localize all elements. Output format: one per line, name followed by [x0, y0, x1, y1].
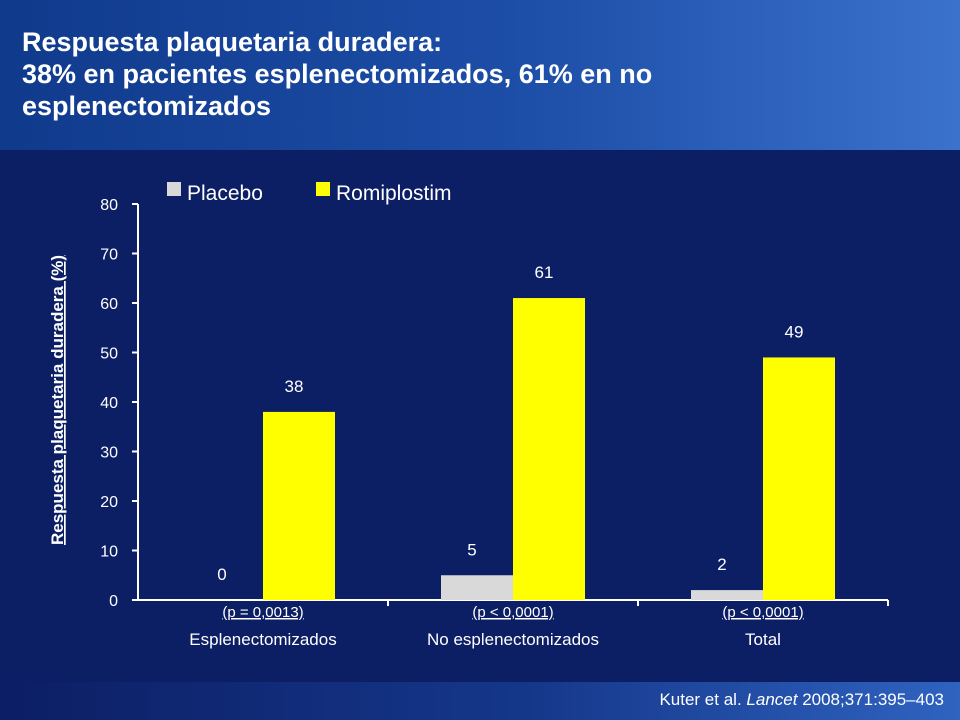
y-tick-label: 70	[100, 247, 118, 264]
bar-placebo	[441, 575, 513, 600]
data-label-placebo: 2	[717, 555, 726, 574]
title-line-2: 38% en pacientes esplenectomizados, 61% …	[22, 59, 653, 89]
data-label-placebo: 0	[217, 565, 226, 584]
title-line-1: Respuesta plaquetaria duradera:	[22, 27, 443, 57]
legend-label-placebo: Placebo	[187, 182, 263, 205]
y-axis-label: Respuesta plaquetaria duradera (%)	[48, 255, 67, 545]
y-tick-label: 80	[100, 197, 118, 214]
data-label-romiplostim: 38	[285, 377, 304, 396]
y-tick-label: 0	[109, 593, 118, 610]
title-line-3: esplenectomizados	[22, 91, 272, 121]
citation-details: 2008;371:395–403	[802, 690, 944, 709]
legend-swatch-romiplostim	[316, 182, 330, 196]
category-label: No esplenectomizados	[427, 630, 599, 649]
bar-chart: Placebo Romiplostim Respuesta plaquetari…	[48, 182, 889, 649]
bar-romiplostim	[513, 298, 585, 600]
legend-label-romiplostim: Romiplostim	[336, 182, 452, 205]
slide-title: Respuesta plaquetaria duradera: 38% en p…	[22, 26, 922, 122]
y-tick-label: 10	[100, 544, 118, 561]
y-tick-label: 40	[100, 395, 118, 412]
p-value-label: (p < 0,0001)	[722, 604, 803, 621]
y-tick-label: 60	[100, 296, 118, 313]
p-value-label: (p = 0,0013)	[222, 604, 303, 621]
p-value-label: (p < 0,0001)	[472, 604, 553, 621]
data-label-placebo: 5	[467, 540, 476, 559]
category-label: Esplenectomizados	[189, 630, 336, 649]
header-band: Respuesta plaquetaria duradera: 38% en p…	[0, 0, 960, 150]
category-label: Total	[745, 630, 781, 649]
bar-placebo	[691, 590, 763, 600]
y-tick-label: 20	[100, 494, 118, 511]
citation-journal: Lancet	[746, 690, 798, 709]
plot-area: 0 10 20 30 40 50 60 70 80 0 38 (p = 0,0013) Esplenec…	[100, 197, 889, 649]
citation-authors: Kuter et al.	[659, 690, 742, 709]
data-label-romiplostim: 49	[785, 322, 804, 341]
y-tick-label: 30	[100, 445, 118, 462]
footer-band: Kuter et al. Lancet 2008;371:395–403	[0, 682, 960, 720]
y-tick-label: 50	[100, 346, 118, 363]
bar-romiplostim	[763, 357, 835, 600]
chart-legend: Placebo Romiplostim	[167, 182, 452, 205]
citation: Kuter et al. Lancet 2008;371:395–403	[659, 690, 944, 710]
bar-romiplostim	[263, 411, 335, 600]
legend-swatch-placebo	[167, 182, 181, 196]
data-label-romiplostim: 61	[535, 263, 554, 282]
